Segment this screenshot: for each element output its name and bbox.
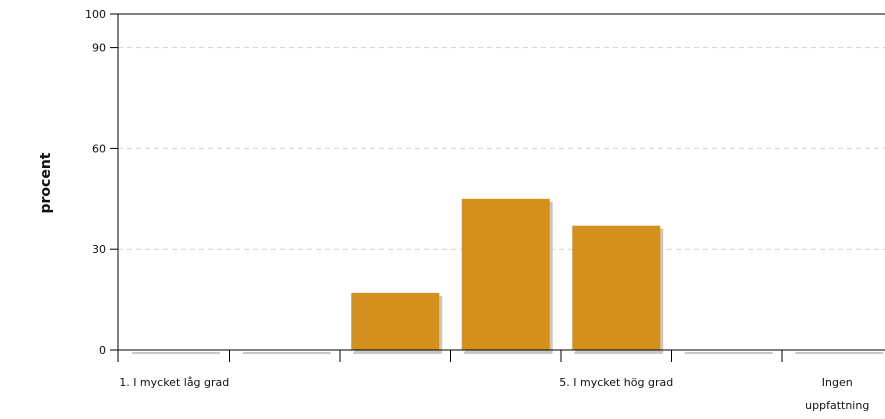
bar-baseline-shadow	[684, 352, 773, 354]
y-tick-label: 100	[85, 8, 106, 21]
y-tick-label: 30	[92, 243, 106, 256]
x-tick-label: Ingen uppfattning	[805, 376, 869, 412]
x-ticks: 1. I mycket låg grad 5. I mycket hög grad…	[119, 350, 869, 412]
y-tick-label: 0	[99, 344, 106, 357]
bars	[351, 198, 661, 350]
axes	[117, 13, 885, 362]
bar	[572, 225, 661, 350]
y-tick-label: 90	[92, 42, 106, 55]
bar-baseline-shadow	[132, 352, 221, 354]
bar	[351, 292, 440, 350]
x-tick-label: 5. I mycket hög grad	[559, 376, 673, 389]
bar-baseline-shadow	[795, 352, 884, 354]
y-axis-label: procent	[38, 152, 54, 213]
y-ticks: 0 30 60 90 100	[85, 8, 118, 357]
y-tick-label: 60	[92, 142, 106, 155]
x-tick-label: 1. I mycket låg grad	[119, 376, 229, 389]
bar	[461, 198, 550, 350]
grid-lines	[118, 47, 885, 250]
bar-baseline-shadow	[242, 352, 331, 354]
